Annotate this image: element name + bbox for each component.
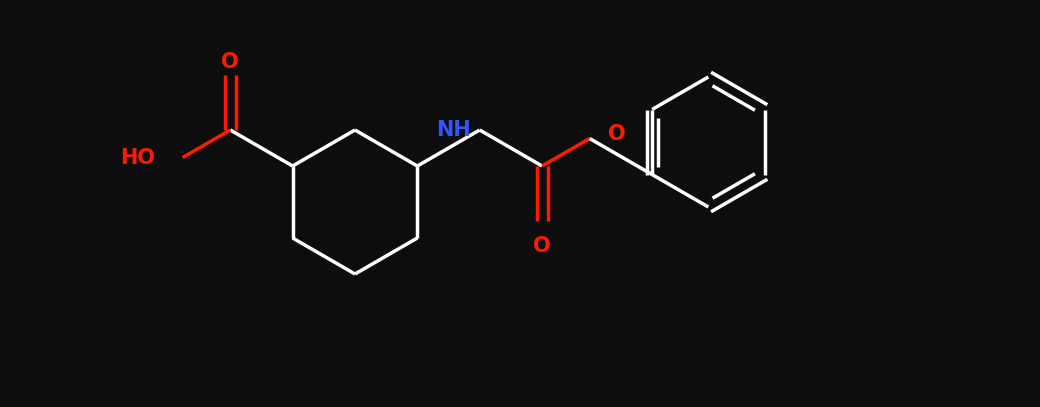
Text: O: O [534,236,551,256]
Text: O: O [607,123,625,144]
Text: HO: HO [120,147,155,168]
Text: NH: NH [436,120,471,140]
Text: O: O [222,52,239,72]
